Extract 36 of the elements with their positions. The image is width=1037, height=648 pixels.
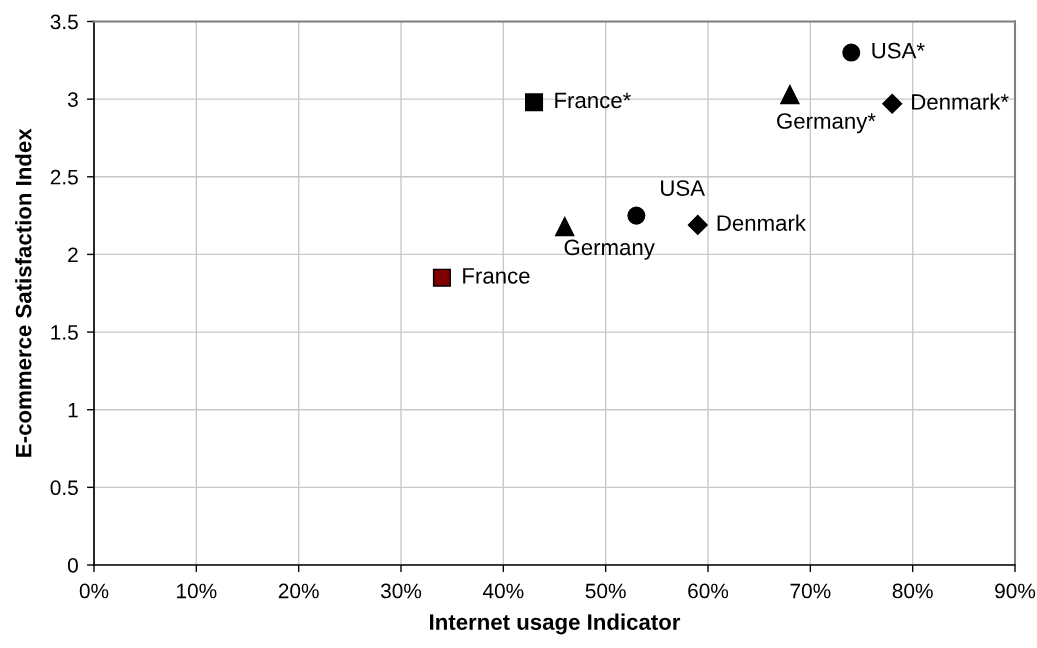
- x-tick-label: 30%: [380, 583, 422, 599]
- point: [555, 216, 575, 237]
- series-label: Denmark: [717, 214, 806, 231]
- series-label: Denmark*: [912, 93, 1009, 110]
- point: [627, 206, 646, 225]
- x-tick-label: 60%: [688, 583, 729, 599]
- x-tick-label: 70%: [790, 583, 831, 599]
- x-tick-label: 40%: [482, 583, 524, 599]
- x-tick-label: 50%: [585, 583, 626, 599]
- x-axis-title: Internet usage Indicator: [430, 613, 681, 635]
- x-tick-label: 10%: [177, 583, 217, 599]
- series-label: France*: [555, 92, 631, 109]
- x-tick-label: 0%: [79, 583, 109, 599]
- series-label: Germany*: [777, 113, 876, 134]
- y-tick-label: 2: [68, 247, 78, 262]
- series-label: France: [463, 268, 530, 284]
- point: [842, 43, 861, 62]
- y-tick-label: 1.5: [51, 325, 78, 340]
- series-label: Germany: [564, 239, 655, 260]
- y-tick-label: 1: [68, 402, 78, 418]
- y-axis-title: E-commerce Satisfaction Index: [15, 128, 32, 457]
- y-tick-label: 3: [67, 92, 78, 107]
- point: [687, 214, 708, 235]
- point: [525, 93, 544, 112]
- series-label: USA: [661, 180, 705, 196]
- x-tick-label: 90%: [995, 583, 1036, 599]
- point: [780, 84, 800, 105]
- series-label: USA*: [872, 42, 925, 59]
- y-tick-label: 0.5: [50, 480, 78, 496]
- x-tick-label: 80%: [892, 583, 933, 599]
- y-tick-label: 2.5: [50, 169, 78, 185]
- x-tick-label: 20%: [278, 583, 319, 599]
- y-tick-label: 0: [67, 558, 78, 573]
- y-tick-label: 3.5: [50, 14, 78, 30]
- point: [432, 268, 451, 287]
- point: [882, 93, 903, 114]
